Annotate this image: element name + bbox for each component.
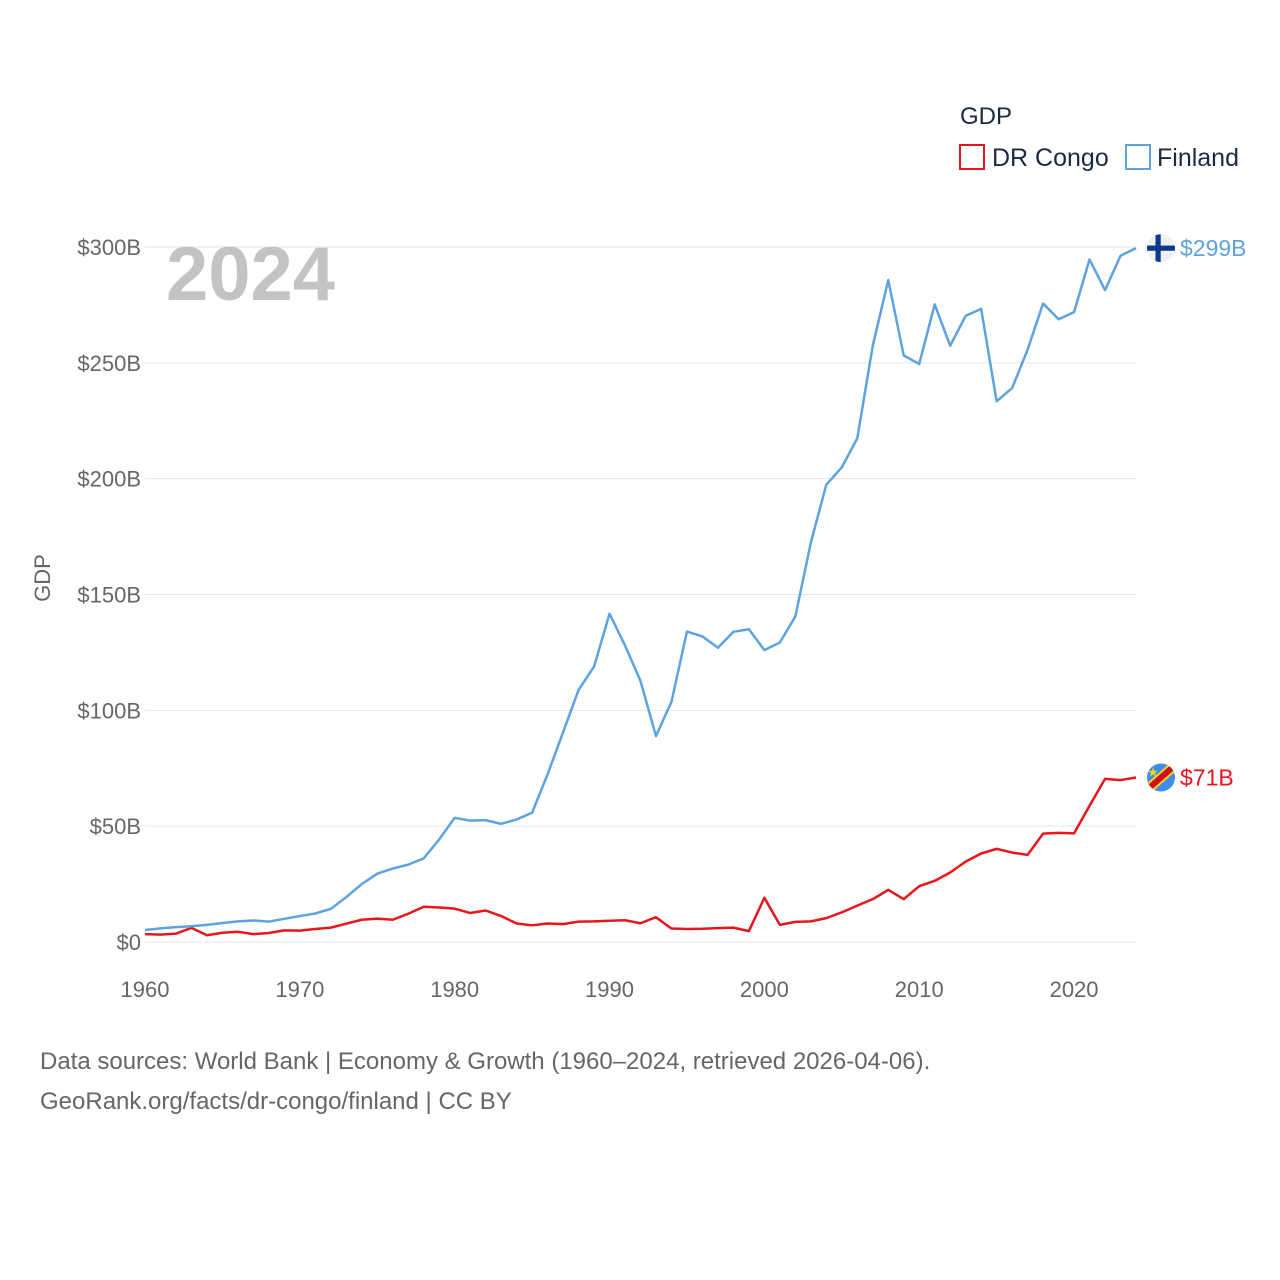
- x-axis-ticks: 1960 1970 1980 1990 2000 2010 2020: [121, 977, 1099, 1002]
- gdp-line-chart: $0 $50B $100B $150B $200B $250B $300B 1960 1970…: [30, 103, 1247, 1002]
- series-line-finland: [144, 247, 1137, 932]
- x-tick-label: 1990: [585, 977, 634, 1002]
- y-tick-label: $0: [117, 930, 141, 955]
- y-tick-label: $100B: [77, 698, 141, 723]
- y-axis-ticks: $0 $50B $100B $150B $200B $250B $300B: [77, 235, 141, 955]
- x-tick-label: 1960: [121, 977, 170, 1002]
- x-tick-label: 2020: [1050, 977, 1099, 1002]
- x-tick-label: 1980: [430, 977, 479, 1002]
- y-axis-label: GDP: [30, 554, 55, 602]
- x-tick-label: 1970: [275, 977, 324, 1002]
- year-label: 2024: [166, 232, 335, 317]
- series-line-dr-congo: [144, 776, 1137, 937]
- legend-swatch-dr-congo: [959, 144, 985, 170]
- legend-swatch-finland: [1125, 144, 1151, 170]
- legend-label-finland: Finland: [1157, 144, 1239, 172]
- footer-sources: Data sources: World Bank | Economy & Gro…: [40, 1048, 931, 1075]
- y-tick-label: $150B: [77, 583, 141, 608]
- y-tick-label: $200B: [77, 467, 141, 492]
- legend-label-dr-congo: DR Congo: [992, 144, 1109, 172]
- end-label-dr-congo: $71B: [1180, 765, 1234, 791]
- y-tick-label: $50B: [90, 814, 141, 839]
- footer: Data sources: World Bank | Economy & Gro…: [40, 1042, 1240, 1122]
- footer-attribution: GeoRank.org/facts/dr-congo/finland | CC …: [40, 1088, 512, 1115]
- finland-flag-icon: [1147, 234, 1175, 263]
- y-tick-label: $300B: [77, 235, 141, 260]
- x-tick-label: 2010: [895, 977, 944, 1002]
- legend-item-finland[interactable]: Finland: [1125, 144, 1239, 172]
- legend: GDP DR Congo Finland: [959, 103, 1239, 172]
- drc-flag-icon: [1147, 763, 1175, 792]
- y-tick-label: $250B: [77, 351, 141, 376]
- grid-lines: [145, 246, 1136, 943]
- end-label-finland: $299B: [1180, 235, 1247, 261]
- series-lines: [144, 247, 1137, 937]
- legend-item-dr-congo[interactable]: DR Congo: [959, 144, 1109, 172]
- x-tick-label: 2000: [740, 977, 789, 1002]
- legend-title: GDP: [960, 103, 1012, 130]
